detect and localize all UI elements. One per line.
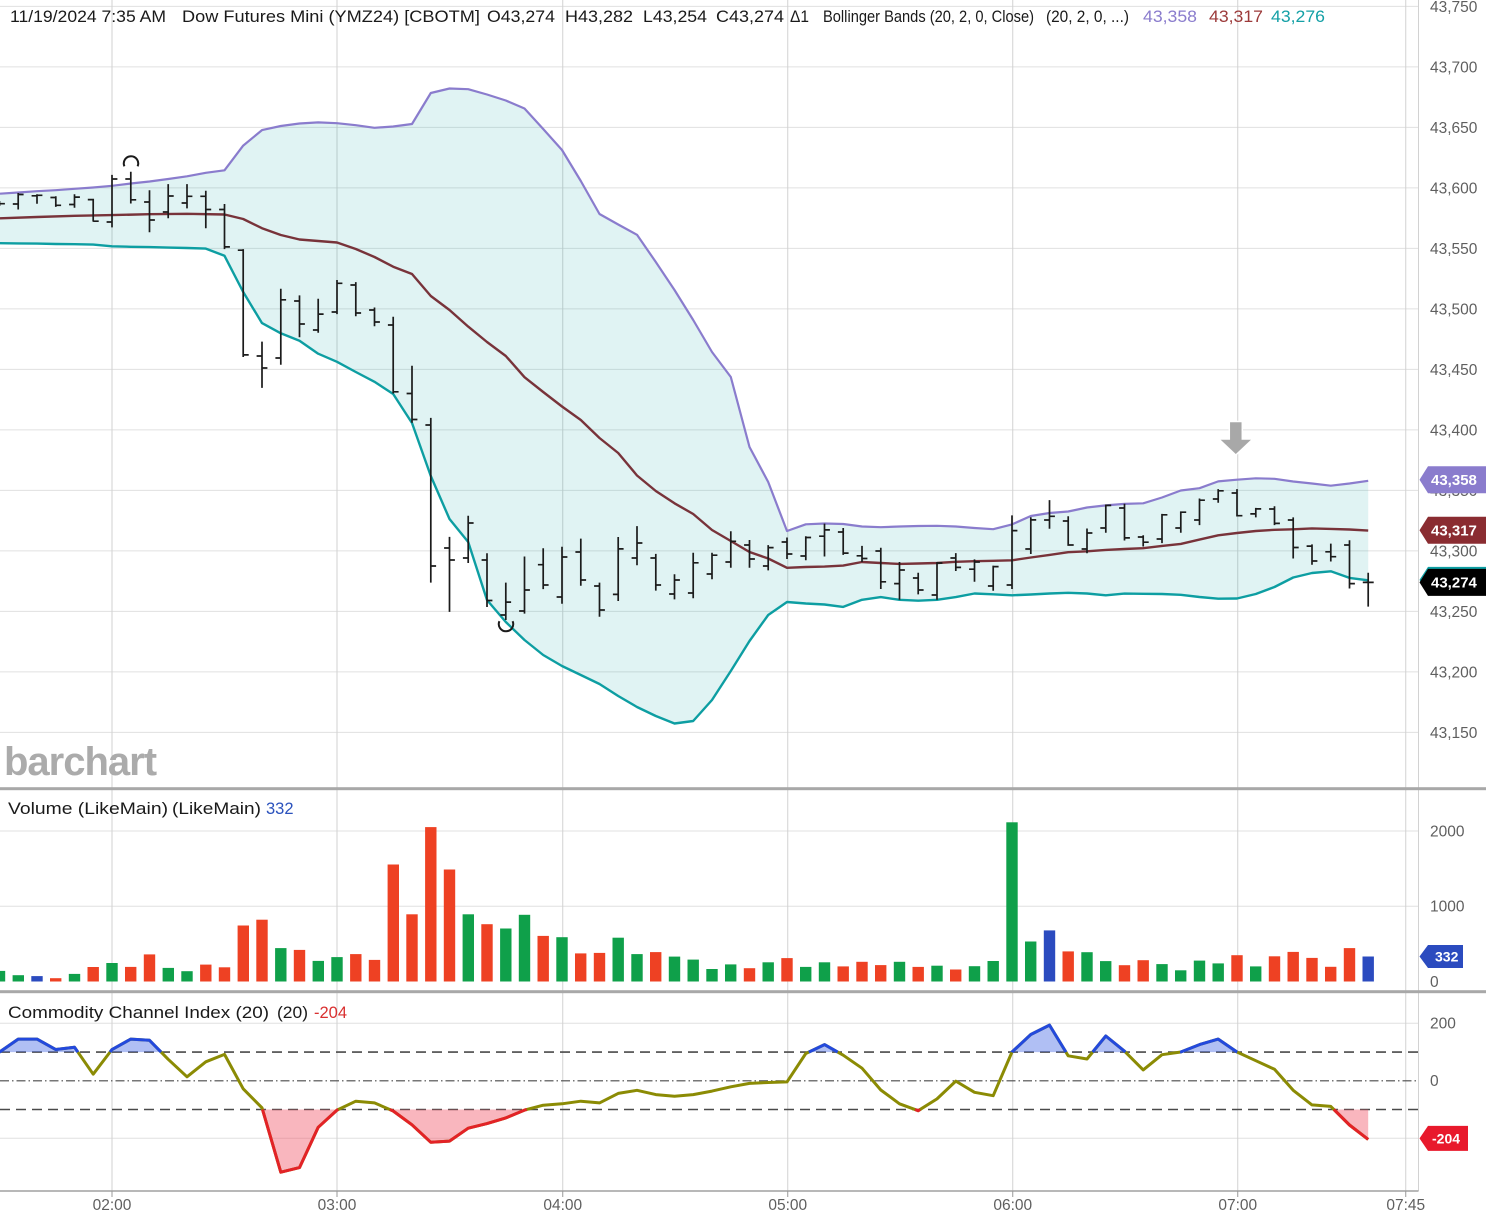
svg-text:43,358: 43,358 [1431, 472, 1477, 489]
svg-text:43,650: 43,650 [1430, 120, 1478, 137]
svg-text:Commodity Channel Index (20)(2: Commodity Channel Index (20) (20) -204 [8, 1004, 347, 1022]
svg-text:04:00: 04:00 [543, 1197, 582, 1214]
svg-text:07:45: 07:45 [1386, 1197, 1425, 1214]
svg-text:43,600: 43,600 [1430, 180, 1478, 197]
svg-text:0: 0 [1430, 974, 1439, 991]
svg-text:43,274: 43,274 [1431, 575, 1478, 592]
svg-text:43,450: 43,450 [1430, 362, 1478, 379]
svg-text:43,700: 43,700 [1430, 59, 1478, 76]
svg-text:332: 332 [1435, 949, 1459, 965]
svg-text:05:00: 05:00 [768, 1197, 807, 1214]
svg-text:-204: -204 [1432, 1131, 1460, 1147]
svg-text:1000: 1000 [1430, 899, 1465, 916]
svg-text:03:00: 03:00 [318, 1197, 357, 1214]
svg-text:06:00: 06:00 [993, 1197, 1032, 1214]
svg-text:Volume (LikeMain)(LikeMain)332: Volume (LikeMain) (LikeMain) 332 [8, 800, 294, 818]
svg-text:43,150: 43,150 [1430, 725, 1478, 742]
svg-text:200: 200 [1430, 1015, 1456, 1032]
svg-text:07:00: 07:00 [1218, 1197, 1257, 1214]
svg-text:barchart: barchart [4, 740, 157, 784]
svg-text:02:00: 02:00 [93, 1197, 132, 1214]
svg-text:43,317: 43,317 [1431, 523, 1477, 540]
svg-text:43,550: 43,550 [1430, 241, 1478, 258]
svg-text:43,750: 43,750 [1430, 0, 1478, 16]
svg-text:43,250: 43,250 [1430, 604, 1478, 621]
svg-text:2000: 2000 [1430, 824, 1465, 841]
svg-text:43,200: 43,200 [1430, 664, 1478, 681]
svg-text:43,300: 43,300 [1430, 543, 1478, 560]
svg-text:43,400: 43,400 [1430, 422, 1478, 439]
svg-text:0: 0 [1430, 1073, 1439, 1090]
svg-text:43,500: 43,500 [1430, 301, 1478, 318]
